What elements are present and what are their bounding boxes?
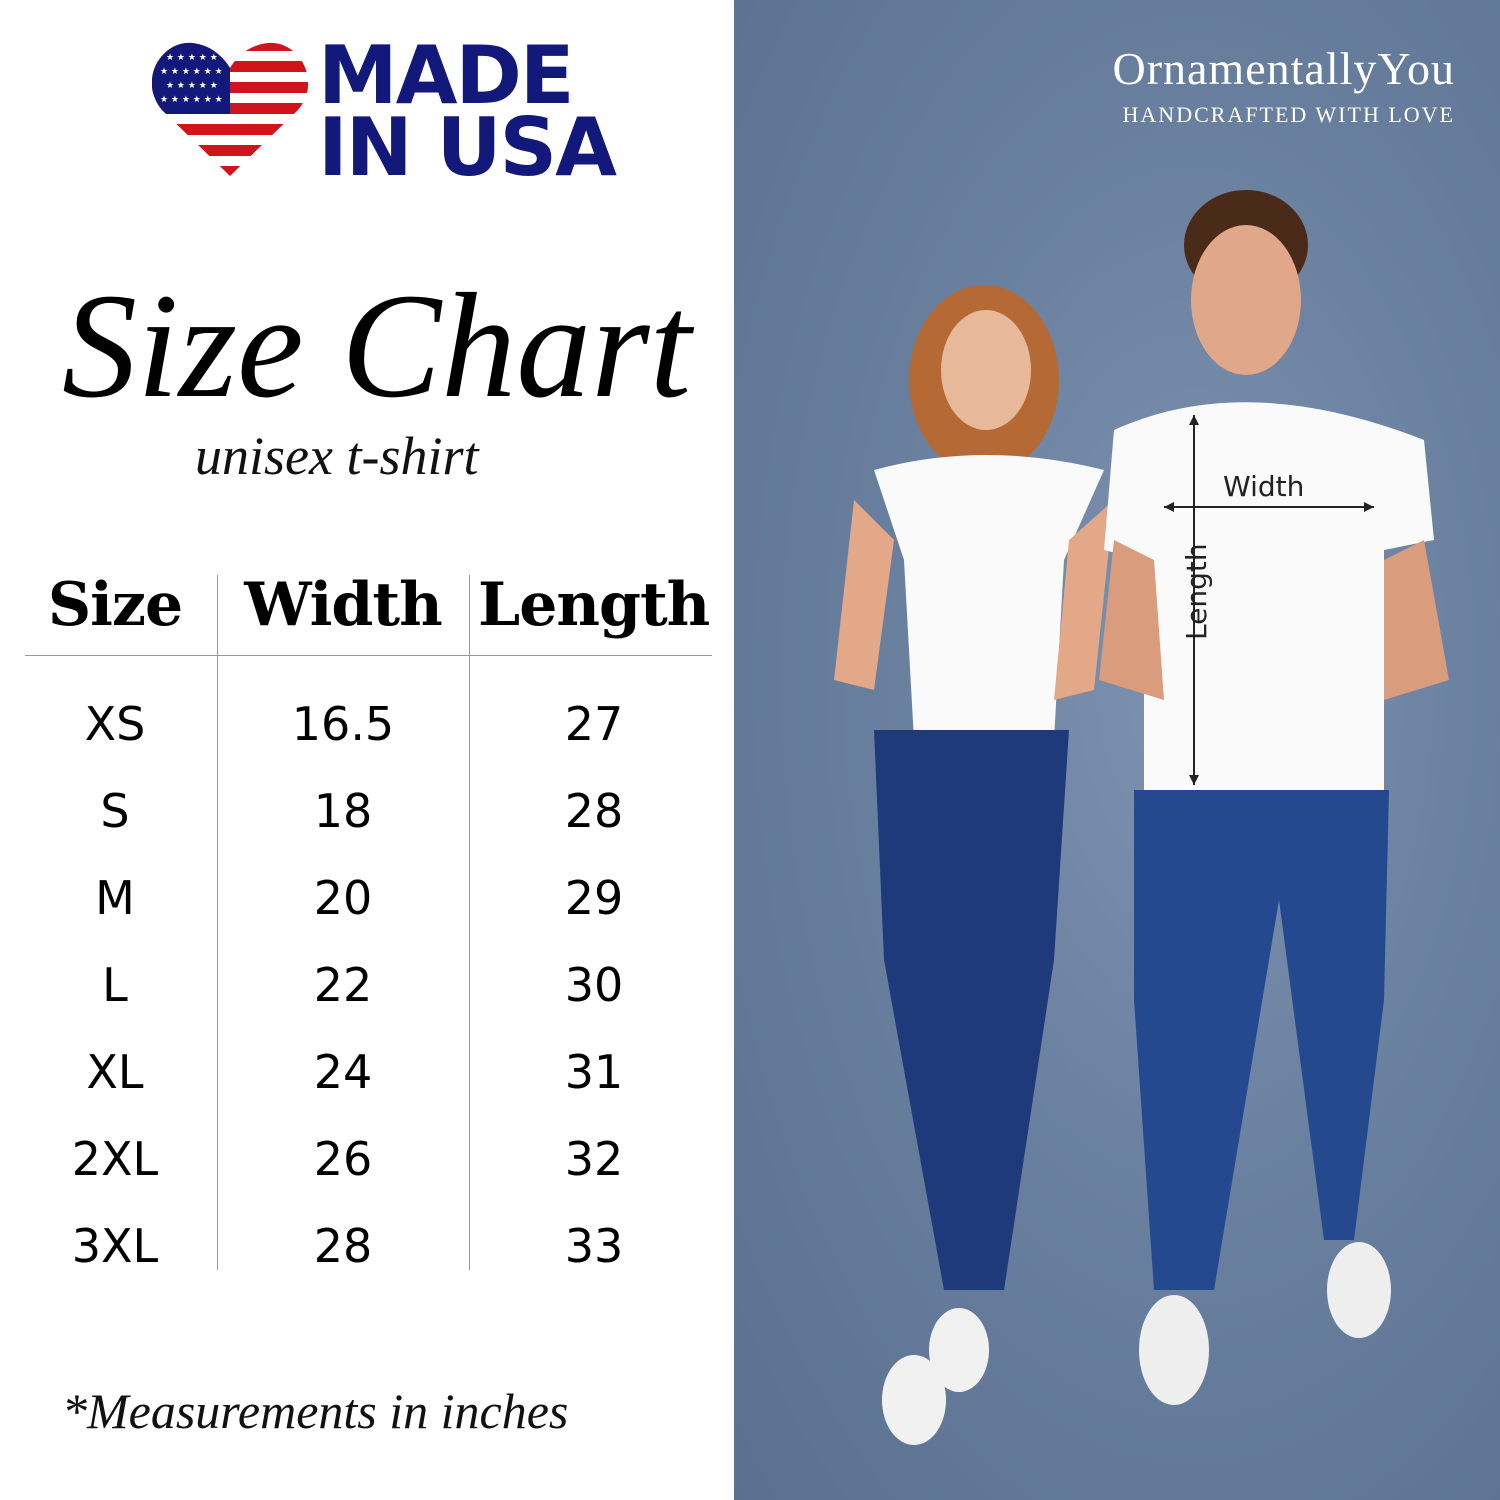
- length-cell: 27: [564, 697, 624, 751]
- length-label: Length: [1180, 543, 1213, 640]
- size-cell: 3XL: [71, 1219, 159, 1273]
- header-width: Width: [244, 570, 442, 640]
- made-in-usa-badge: MADE IN USA: [318, 29, 617, 194]
- width-cell: 20: [313, 871, 373, 925]
- man-figure: [1099, 190, 1449, 1405]
- width-label: Width: [1223, 470, 1305, 503]
- size-cell: XL: [86, 1045, 144, 1099]
- width-cell: 26: [313, 1132, 373, 1186]
- badge-line1: MADE: [318, 29, 575, 122]
- size-cell: S: [100, 784, 130, 838]
- page-title: Size Chart: [62, 263, 692, 429]
- size-cell: 2XL: [71, 1132, 159, 1186]
- width-cell: 18: [313, 784, 373, 838]
- length-cell: 29: [564, 871, 624, 925]
- width-cell: 22: [313, 958, 373, 1012]
- size-cell: L: [102, 958, 128, 1012]
- size-chart-panel: ★ ★ ★ ★ ★ ★ ★ ★ ★ ★ ★ ★ ★ ★ ★ ★ ★ ★ ★ ★ ★ ★…: [0, 0, 734, 1500]
- width-cell: 16.5: [291, 697, 395, 751]
- length-cell: 28: [564, 784, 624, 838]
- column-divider: [469, 575, 470, 1270]
- models-illustration: [834, 190, 1449, 1445]
- page-subtitle: unisex t-shirt: [195, 426, 479, 486]
- brand-logo: OrnamentallyYou: [1112, 43, 1455, 94]
- size-cell: XS: [84, 697, 146, 751]
- length-cell: 31: [564, 1045, 624, 1099]
- size-cell: M: [95, 871, 135, 925]
- svg-text:★ ★ ★ ★ ★: ★ ★ ★ ★ ★: [166, 81, 218, 91]
- svg-text:★ ★ ★ ★ ★: ★ ★ ★ ★ ★: [166, 53, 218, 63]
- footnote: *Measurements in inches: [62, 1383, 569, 1439]
- svg-text:★ ★ ★ ★ ★ ★: ★ ★ ★ ★ ★ ★: [160, 67, 223, 77]
- woman-figure: [834, 285, 1114, 1445]
- header-divider: [25, 655, 712, 656]
- brand-tagline: HANDCRAFTED WITH LOVE: [1122, 102, 1455, 127]
- column-divider: [217, 575, 218, 1270]
- us-flag-heart-icon: ★ ★ ★ ★ ★ ★ ★ ★ ★ ★ ★ ★ ★ ★ ★ ★ ★ ★ ★ ★ ★ ★: [152, 42, 308, 176]
- length-cell: 30: [564, 958, 624, 1012]
- width-cell: 24: [313, 1045, 373, 1099]
- badge-line2: IN USA: [318, 101, 617, 194]
- header-size: Size: [47, 570, 183, 640]
- model-photo: OrnamentallyYou HANDCRAFTED WITH LOVE: [734, 0, 1500, 1500]
- header-length: Length: [478, 570, 710, 640]
- svg-text:★ ★ ★ ★ ★ ★: ★ ★ ★ ★ ★ ★: [160, 95, 223, 105]
- length-cell: 32: [564, 1132, 624, 1186]
- length-cell: 33: [564, 1219, 624, 1273]
- width-cell: 28: [313, 1219, 373, 1273]
